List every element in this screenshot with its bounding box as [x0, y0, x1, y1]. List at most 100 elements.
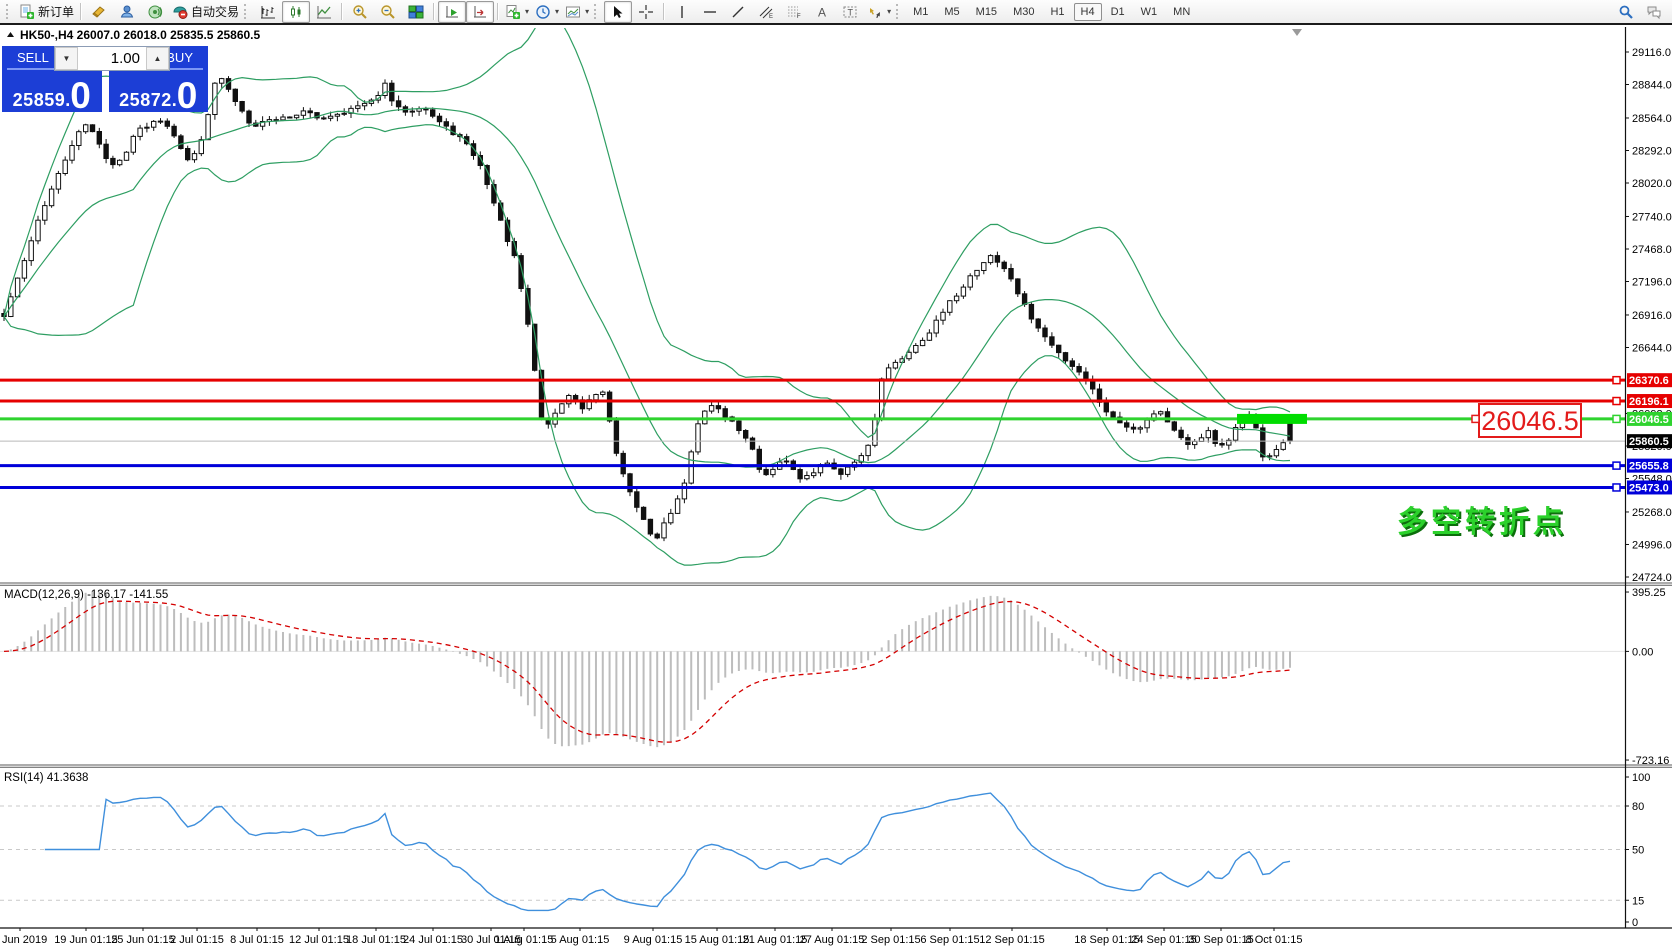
candle — [845, 466, 851, 475]
main-toolbar: 新订单 自动交易 ▾ ▾ — [0, 0, 1672, 25]
new-order-button[interactable]: 新订单 — [16, 1, 77, 23]
volume-input[interactable]: 1.00 — [110, 50, 140, 67]
periods-button[interactable]: ▾ — [532, 1, 562, 23]
tf-button-m15[interactable]: M15 — [975, 5, 998, 18]
tile-windows-button[interactable] — [402, 1, 430, 23]
template-icon — [566, 6, 581, 17]
symbol-collapse-triangle-icon[interactable] — [7, 32, 14, 37]
candle — [593, 394, 599, 401]
candle — [1001, 261, 1007, 270]
price-callout-box[interactable] — [1478, 403, 1582, 438]
new-chart-button[interactable]: ▾ — [502, 1, 532, 23]
price-tick-label: 29116.0 — [1632, 47, 1671, 59]
candle — [35, 219, 41, 242]
text-label-button[interactable]: T — [836, 1, 864, 23]
chat-button[interactable] — [1640, 1, 1668, 23]
chart-shift-button[interactable] — [466, 0, 495, 23]
candle — [430, 109, 436, 117]
hline-handle[interactable] — [1612, 414, 1621, 424]
candle — [1124, 422, 1130, 428]
fibonacci-button[interactable]: F — [780, 1, 808, 23]
arrows-button[interactable]: ▾ — [864, 1, 894, 23]
candle — [96, 131, 102, 145]
candle — [280, 116, 286, 121]
candle — [913, 345, 919, 353]
date-label: 12 Jul 01:15 — [289, 934, 349, 946]
buy-button[interactable]: BUY — [156, 48, 203, 70]
text-button[interactable]: A — [808, 1, 836, 23]
candle — [69, 145, 75, 161]
candle — [171, 125, 177, 137]
cursor-button[interactable] — [604, 0, 633, 23]
community-button[interactable] — [113, 1, 141, 23]
candle — [409, 110, 416, 113]
search-button[interactable] — [1612, 1, 1640, 23]
trendline-button[interactable] — [724, 1, 752, 23]
autotrading-button[interactable]: 自动交易 — [169, 1, 242, 23]
callout-handle[interactable] — [1471, 414, 1480, 424]
volume-decrease-button[interactable]: ▼ — [55, 47, 78, 70]
tf-button-mn[interactable]: MN — [1173, 5, 1191, 18]
new-chart-icon — [506, 4, 521, 19]
date-label: 19 Jun 01:15 — [54, 934, 118, 946]
candle — [1035, 318, 1041, 329]
candle — [892, 361, 899, 369]
tf-button-d1[interactable]: D1 — [1110, 5, 1125, 18]
candle — [797, 469, 803, 480]
hline-axis-label: 26370.6 — [1629, 375, 1669, 387]
price-tick-label: 25268.0 — [1632, 507, 1672, 519]
candle — [321, 117, 327, 120]
candle — [62, 159, 68, 175]
buy-price-big-digit: 0 — [176, 75, 198, 116]
hline-axis-label: 25473.0 — [1629, 482, 1669, 494]
tf-button-h4[interactable]: H4 — [1073, 2, 1102, 21]
bar-chart-button[interactable] — [254, 1, 282, 23]
toolbar-grip — [896, 4, 902, 19]
hline-axis-label-bg — [1627, 411, 1672, 426]
auto-scroll-button[interactable] — [438, 0, 467, 23]
autotrading-label: 自动交易 — [191, 5, 240, 19]
templates-button[interactable]: ▾ — [562, 1, 592, 23]
hline-handle[interactable] — [1612, 483, 1621, 492]
candle — [198, 139, 205, 155]
hline-handle[interactable] — [1612, 375, 1621, 385]
signals-button[interactable] — [141, 1, 169, 23]
price-tick-label: 27740.0 — [1632, 211, 1672, 223]
zoom-out-button[interactable] — [374, 1, 402, 23]
svg-text:E: E — [769, 14, 773, 20]
tf-button-m1[interactable]: M1 — [913, 5, 929, 18]
tf-button-w1[interactable]: W1 — [1140, 5, 1158, 18]
search-icon — [1619, 5, 1633, 19]
line-chart-button[interactable] — [310, 1, 338, 23]
date-label: 2 Sep 01:15 — [861, 934, 920, 946]
tf-button-m30[interactable]: M30 — [1013, 5, 1035, 18]
candle — [191, 153, 198, 161]
zoom-in-button[interactable] — [346, 1, 374, 23]
candle — [1144, 419, 1150, 429]
candle — [1103, 401, 1109, 413]
hline-handle[interactable] — [1612, 396, 1621, 406]
cn-note: 多空转折点 — [1397, 506, 1567, 539]
horizontal-line-button[interactable] — [696, 1, 724, 23]
sell-button[interactable]: SELL — [7, 48, 59, 70]
candle — [259, 121, 266, 127]
text-label-icon: T — [843, 6, 857, 17]
hline-handle[interactable] — [1612, 461, 1621, 470]
vertical-line-button[interactable] — [668, 1, 696, 23]
candle — [1049, 336, 1055, 346]
candlestick-chart-button[interactable] — [282, 0, 311, 23]
candles-layer — [1, 78, 1293, 539]
equidistant-channel-button[interactable]: E — [752, 1, 780, 23]
toolbar-separator — [341, 3, 344, 20]
market-watch-button[interactable] — [85, 1, 113, 23]
crosshair-button[interactable] — [632, 1, 660, 23]
tf-button-m5[interactable]: M5 — [944, 5, 960, 18]
buy-price-main: 25872 — [119, 90, 172, 110]
gold-eraser-icon — [92, 5, 105, 18]
date-label: 5 Aug 01:15 — [551, 934, 610, 946]
tf-button-h1[interactable]: H1 — [1050, 5, 1065, 18]
volume-increase-button[interactable]: ▲ — [146, 47, 169, 70]
hline-axis-label: 25655.8 — [1629, 461, 1669, 473]
auto-scroll-icon — [446, 5, 459, 17]
